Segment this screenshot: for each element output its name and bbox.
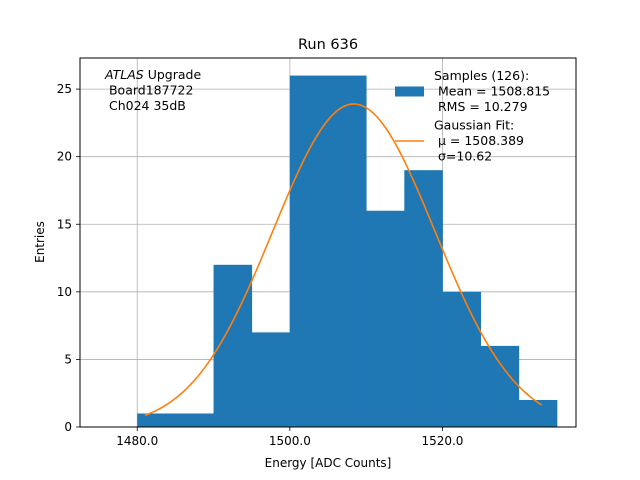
x-axis-label: Energy [ADC Counts] bbox=[265, 456, 392, 470]
legend-text: Samples (126): bbox=[434, 68, 529, 83]
chart-title: Run 636 bbox=[298, 37, 358, 53]
x-tick-label: 1500.0 bbox=[269, 434, 311, 448]
legend-text: Mean = 1508.815 bbox=[434, 84, 550, 99]
legend-text: Gaussian Fit: bbox=[434, 118, 514, 133]
histogram-bar bbox=[137, 413, 176, 427]
histogram-bar bbox=[366, 210, 405, 427]
annotation-text: Upgrade bbox=[144, 67, 202, 82]
y-axis-ticks: 0 5 10 15 20 25 bbox=[57, 82, 80, 434]
annotation-italic: ATLAS bbox=[104, 67, 144, 82]
atlas-annotation: ATLAS Upgrade Board187722 Ch024 35dB bbox=[104, 67, 201, 113]
histogram-bar bbox=[442, 291, 482, 427]
histogram-bar bbox=[518, 399, 558, 427]
fit-curve bbox=[144, 103, 543, 417]
y-tick-label: 0 bbox=[64, 420, 72, 434]
gaussian-fit bbox=[144, 103, 543, 417]
annotation-line: Ch024 35dB bbox=[105, 98, 186, 113]
histogram-bar bbox=[328, 75, 367, 428]
x-axis-ticks: 1480.0 1500.0 1520.0 bbox=[116, 427, 463, 448]
y-tick-label: 5 bbox=[64, 352, 72, 366]
histogram-bar bbox=[251, 332, 291, 427]
y-tick-label: 10 bbox=[57, 285, 72, 299]
x-tick-label: 1480.0 bbox=[116, 434, 158, 448]
annotation-text: Board187722 bbox=[105, 83, 193, 98]
histogram-bar bbox=[289, 75, 329, 428]
legend: Samples (126): Mean = 1508.815 RMS = 10.… bbox=[395, 68, 550, 164]
legend-text: σ=10.62 bbox=[434, 149, 492, 164]
histogram-bars bbox=[137, 75, 558, 428]
legend-text: RMS = 10.279 bbox=[434, 99, 528, 114]
y-tick-label: 20 bbox=[57, 150, 72, 164]
y-tick-label: 25 bbox=[57, 82, 72, 96]
y-axis-label: Entries bbox=[33, 221, 47, 263]
legend-text: μ = 1508.389 bbox=[434, 133, 524, 148]
x-tick-label: 1520.0 bbox=[421, 434, 463, 448]
y-tick-label: 15 bbox=[57, 217, 72, 231]
annotation-text: Ch024 35dB bbox=[105, 98, 186, 113]
annotation-line: Board187722 bbox=[105, 83, 193, 98]
histogram-bar bbox=[480, 345, 520, 427]
histogram-bar bbox=[175, 413, 214, 427]
histogram-bar bbox=[404, 170, 443, 427]
plot-frame bbox=[79, 57, 577, 428]
annotation-line: ATLAS Upgrade bbox=[104, 67, 201, 82]
legend-patch-samples bbox=[395, 86, 424, 97]
